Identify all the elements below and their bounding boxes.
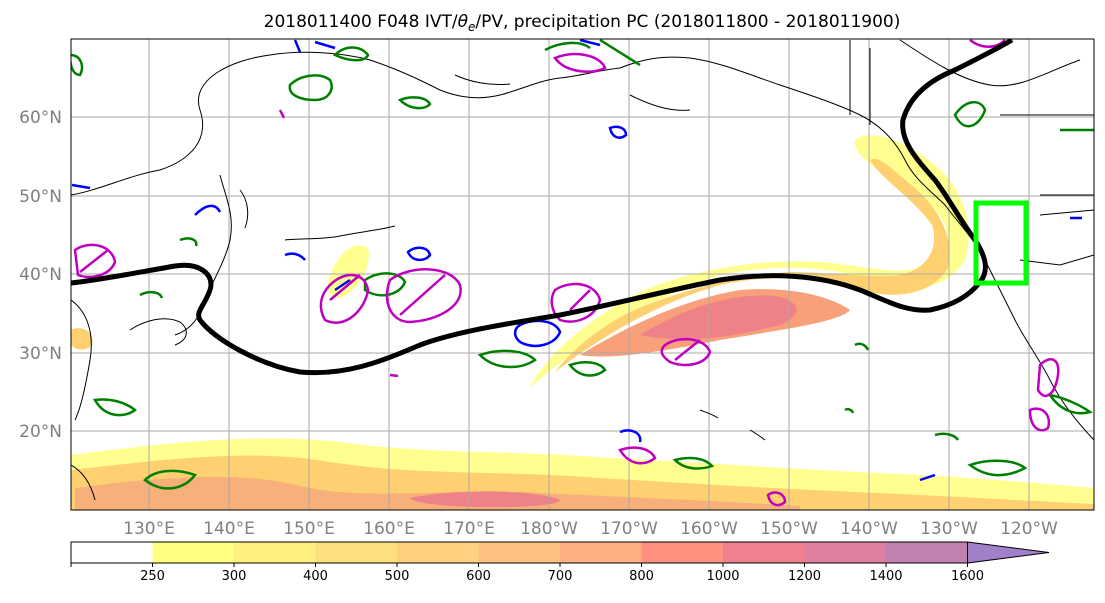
lon-label: 130°E (123, 519, 175, 539)
title-prefix: 2018011400 F048 IVT/ (264, 12, 458, 32)
colorbar-labels: 250 300 400 500 600 700 800 1000 1200 1400 1600 (140, 569, 984, 584)
lon-label: 120°W (1000, 519, 1058, 539)
colorbar-tick-label: 1200 (788, 569, 821, 584)
colorbar-segment (315, 542, 398, 563)
lat-label: 30°N (19, 344, 62, 364)
colorbar-segment (152, 542, 235, 563)
colorbar-segment (886, 542, 968, 563)
colorbar-tick-label: 700 (548, 569, 573, 584)
colorbar-segments (70, 541, 1050, 564)
lon-label: 150°E (283, 519, 335, 539)
colorbar-segment (804, 542, 887, 563)
colorbar-tick-label: 1000 (706, 569, 739, 584)
colorbar-tick-label: 1600 (951, 569, 984, 584)
colorbar-tick-label: 300 (222, 569, 247, 584)
precip-band-south (71, 438, 1094, 510)
colorbar-tick-label: 1400 (869, 569, 902, 584)
lon-label: 180°W (520, 519, 578, 539)
lon-label: 140°W (840, 519, 898, 539)
colorbar-extend-arrow (967, 541, 1050, 564)
pv-positive-contours (73, 39, 1060, 507)
lon-label: 140°E (203, 519, 255, 539)
lon-label: 160°E (363, 519, 415, 539)
colorbar-tick-label: 800 (629, 569, 654, 584)
precip-patch-west (327, 245, 369, 298)
lat-label: 20°N (19, 422, 62, 442)
coastlines (71, 39, 1094, 501)
colorbar-outline (70, 541, 968, 564)
colorbar: 250 300 400 500 600 700 800 1000 1200 1400 1600 (70, 541, 1050, 584)
lon-gridlines (148, 39, 1030, 510)
colorbar-ticks (70, 563, 968, 567)
colorbar-tick-label: 500 (385, 569, 410, 584)
precip-patch-japan (71, 328, 93, 350)
colorbar-segment (234, 542, 316, 563)
colorbar-segment (71, 542, 153, 563)
colorbar-tick-label: 250 (140, 569, 165, 584)
title-suffix: /PV, precipitation PC (2018011800 - 2018… (475, 12, 900, 32)
lat-label: 50°N (19, 187, 62, 207)
figure-title: 2018011400 F048 IVT/θe/PV, precipitation… (264, 12, 901, 34)
longitude-labels: 130°E 140°E 150°E 160°E 170°E 180°W 170°… (123, 519, 1058, 539)
pv-negative-contours (71, 39, 1082, 482)
colorbar-tick-label: 400 (303, 569, 328, 584)
lon-label: 150°W (760, 519, 818, 539)
title-theta-sub: e (468, 20, 475, 34)
lat-label: 60°N (19, 108, 62, 128)
precip-atmospheric-river (530, 135, 969, 388)
title-theta: θ (458, 12, 469, 32)
lat-gridlines (71, 116, 1094, 432)
lon-label: 160°W (680, 519, 738, 539)
target-region-box (973, 200, 1029, 286)
lon-label: 130°W (920, 519, 978, 539)
colorbar-segment (560, 542, 642, 563)
colorbar-segment (641, 542, 724, 563)
lon-label: 170°E (443, 519, 495, 539)
colorbar-segment (723, 542, 805, 563)
map-panel (71, 39, 1094, 510)
latitude-labels: 60°N 50°N 40°N 30°N 20°N (19, 108, 62, 442)
colorbar-segment (397, 542, 479, 563)
lat-label: 40°N (19, 265, 62, 285)
map-border (70, 38, 1095, 511)
lon-label: 170°W (600, 519, 658, 539)
colorbar-segment (478, 542, 561, 563)
ivt-contour-line (71, 39, 1014, 376)
colorbar-tick-label: 600 (466, 569, 491, 584)
